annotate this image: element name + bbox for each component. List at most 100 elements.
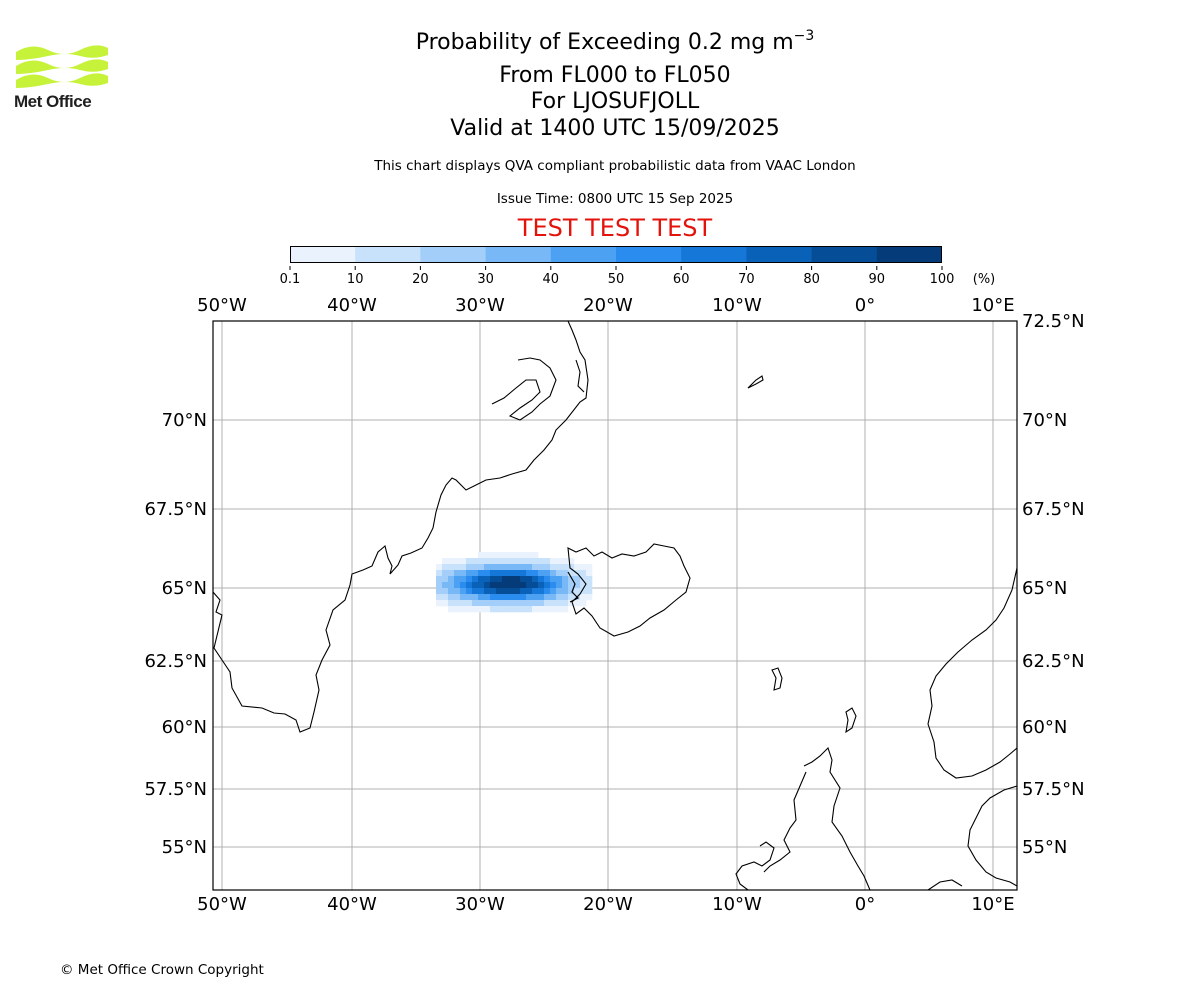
plume-cell	[448, 582, 455, 589]
colorbar-tick-label: 70	[738, 272, 755, 287]
plume-cell	[478, 600, 485, 607]
jan-mayen-coastline	[747, 375, 764, 389]
colorbar-segment	[876, 246, 942, 263]
plume-cell	[442, 600, 449, 607]
plume-cell	[472, 570, 479, 577]
plume-cell	[436, 564, 443, 571]
plume-cell	[508, 600, 515, 607]
plume-cell	[484, 552, 491, 559]
plume-cell	[466, 606, 473, 613]
probability-colorbar	[290, 246, 942, 263]
plume-cell	[514, 606, 521, 613]
plume-cell	[538, 570, 545, 577]
plume-cell	[508, 582, 515, 589]
plume-cell	[586, 594, 593, 601]
plume-cell	[478, 594, 485, 601]
plume-cell	[562, 594, 569, 601]
plume-cell	[514, 582, 521, 589]
plume-cell	[496, 576, 503, 583]
plume-cell	[556, 558, 563, 565]
latitude-label: 57.5°N	[1022, 779, 1085, 800]
plume-cell	[436, 570, 443, 577]
plume-cell	[568, 582, 575, 589]
colorbar-tick-label: 80	[803, 272, 820, 287]
latitude-label: 70°N	[162, 410, 207, 431]
greenland-coastline	[213, 321, 589, 733]
plume-cell	[466, 570, 473, 577]
plume-cell	[496, 588, 503, 595]
chart-description: This chart displays QVA compliant probab…	[374, 158, 856, 174]
plume-cell	[466, 582, 473, 589]
plume-cell	[496, 570, 503, 577]
latitude-label: 67.5°N	[144, 499, 207, 520]
logo-wave	[16, 45, 108, 60]
plume-cell	[538, 588, 545, 595]
ash-probability-plume	[436, 552, 593, 613]
plume-cell	[586, 576, 593, 583]
plume-cell	[454, 564, 461, 571]
plume-cell	[478, 576, 485, 583]
plume-cell	[442, 570, 449, 577]
plume-cell	[466, 576, 473, 583]
plume-cell	[580, 576, 587, 583]
plume-cell	[580, 570, 587, 577]
plume-cell	[520, 552, 527, 559]
colorbar-unit: (%)	[973, 272, 996, 287]
denmark-sweden-coastline	[927, 785, 1017, 890]
shetland-coastline	[845, 707, 857, 734]
plume-cell	[448, 564, 455, 571]
plume-cell	[538, 576, 545, 583]
plume-cell	[538, 582, 545, 589]
plume-cell	[472, 582, 479, 589]
test-banner: TEST TEST TEST	[517, 214, 713, 242]
issue-time: Issue Time: 0800 UTC 15 Sep 2025	[496, 191, 734, 207]
colorbar-tick-label: 10	[347, 272, 364, 287]
plume-cell	[484, 606, 491, 613]
plume-cell	[562, 576, 569, 583]
longitude-label: 50°W	[197, 894, 247, 915]
plume-cell	[496, 558, 503, 565]
plume-cell	[550, 576, 557, 583]
plume-cell	[508, 576, 515, 583]
plume-cell	[460, 558, 467, 565]
plume-cell	[490, 564, 497, 571]
plume-cell	[568, 576, 575, 583]
plume-cell	[526, 570, 533, 577]
latitude-label: 62.5°N	[1022, 651, 1085, 672]
faroe-coastline	[771, 667, 783, 691]
plume-cell	[520, 582, 527, 589]
colorbar-segment	[616, 246, 682, 263]
plume-cell	[532, 600, 539, 607]
longitude-label: 10°W	[712, 894, 762, 915]
copyright-notice: © Met Office Crown Copyright	[60, 962, 264, 978]
plume-cell	[490, 552, 497, 559]
latitude-label: 55°N	[1022, 837, 1067, 858]
longitude-label: 50°W	[197, 295, 247, 316]
plume-cell	[502, 552, 509, 559]
plume-cell	[526, 588, 533, 595]
plume-cell	[538, 558, 545, 565]
plume-cell	[520, 600, 527, 607]
plume-cell	[502, 558, 509, 565]
plume-cell	[490, 570, 497, 577]
plume-cell	[556, 594, 563, 601]
latitude-label: 70°N	[1022, 410, 1067, 431]
plume-cell	[448, 588, 455, 595]
plume-cell	[490, 600, 497, 607]
longitude-label: 0°	[855, 295, 875, 316]
chart-title-superscript: −3	[793, 28, 815, 44]
plume-cell	[472, 576, 479, 583]
plume-cell	[502, 588, 509, 595]
plume-cell	[550, 606, 557, 613]
plume-cell	[490, 594, 497, 601]
colorbar-segment	[420, 246, 487, 263]
plume-cell	[436, 588, 443, 595]
plume-cell	[502, 600, 509, 607]
plume-cell	[562, 600, 569, 607]
plume-cell	[502, 570, 509, 577]
plume-cell	[532, 606, 539, 613]
logo-wave	[16, 73, 108, 88]
plume-cell	[490, 588, 497, 595]
plume-cell	[466, 600, 473, 607]
longitude-label: 30°W	[455, 295, 505, 316]
